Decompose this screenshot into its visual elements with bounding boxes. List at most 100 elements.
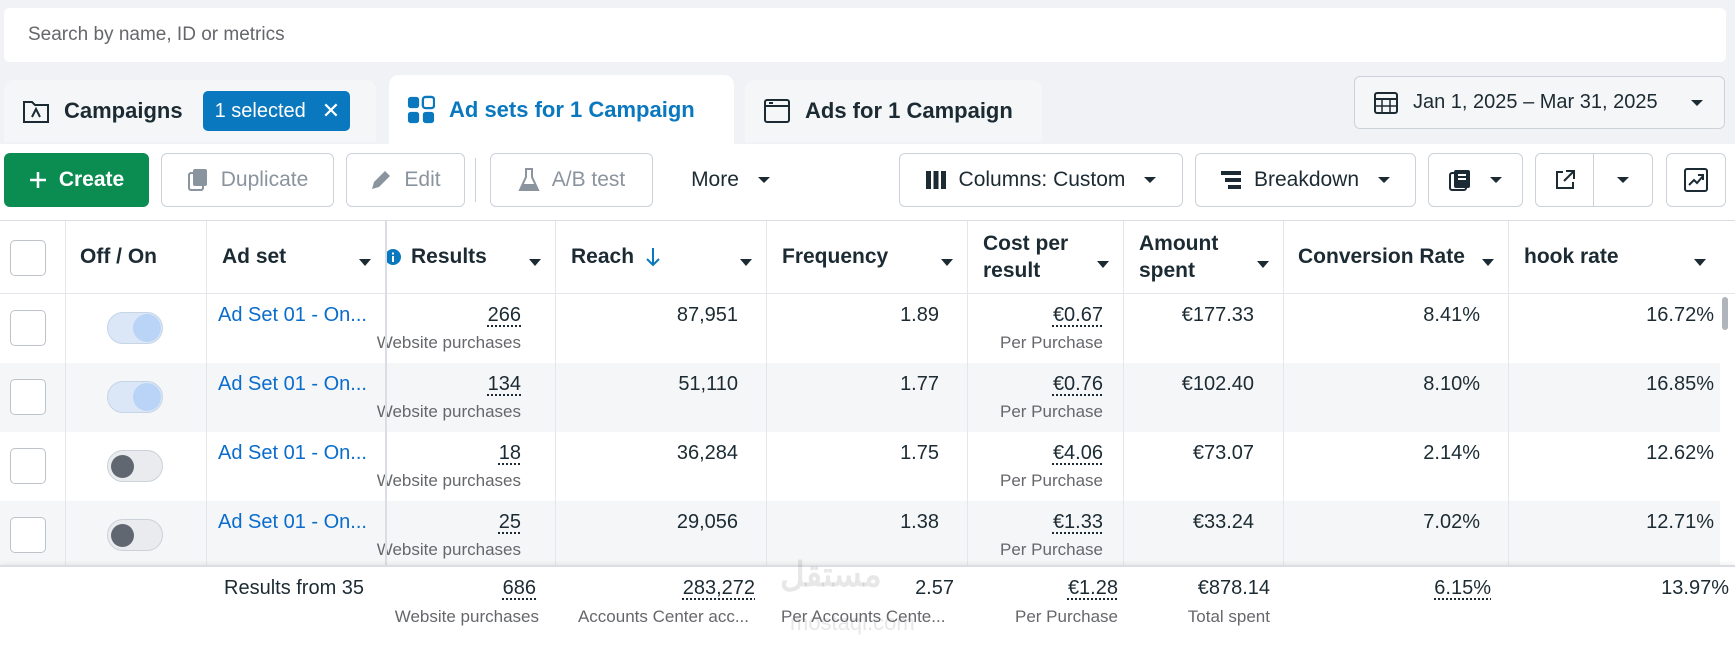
- export-icon[interactable]: [1536, 154, 1594, 206]
- chart-trend-icon: [1684, 168, 1708, 192]
- tab-campaigns[interactable]: Campaigns 1 selected ✕: [4, 80, 376, 142]
- chevron-down-icon: [1143, 176, 1157, 185]
- ab-test-button[interactable]: A/B test: [490, 153, 653, 207]
- cost-per-result-value[interactable]: €4.06: [1052, 442, 1103, 464]
- edit-button[interactable]: Edit: [346, 153, 465, 207]
- chevron-down-icon: [1690, 91, 1704, 114]
- frequency-value: 1.38: [900, 511, 939, 533]
- column-header-cost-per-result[interactable]: Cost per result: [983, 221, 1123, 293]
- adset-name-link[interactable]: Ad Set 01 - On...: [218, 442, 367, 464]
- cost-per-result-subtitle: Per Purchase: [1000, 540, 1103, 559]
- chevron-down-icon[interactable]: [740, 249, 752, 273]
- flask-icon: [518, 168, 540, 192]
- cost-per-result-value[interactable]: €1.33: [1052, 511, 1103, 533]
- date-range-label: Jan 1, 2025 – Mar 31, 2025: [1413, 91, 1658, 113]
- totals-reach[interactable]: 283,272: [682, 577, 755, 599]
- column-header-results[interactable]: Results: [385, 221, 555, 293]
- duplicate-icon: [187, 168, 209, 192]
- hook-rate-value: 12.62%: [1646, 442, 1714, 464]
- breakdown-label: Breakdown: [1253, 168, 1360, 191]
- row-toggle[interactable]: [107, 312, 163, 344]
- column-divider: [967, 221, 968, 659]
- duplicate-button[interactable]: Duplicate: [161, 153, 334, 207]
- adset-name-link[interactable]: Ad Set 01 - On...: [218, 304, 367, 326]
- column-divider: [65, 221, 66, 565]
- cost-per-result-value[interactable]: €0.67: [1052, 304, 1103, 326]
- tab-ads-label: Ads for 1 Campaign: [805, 98, 1013, 123]
- ads-window-icon: [763, 97, 791, 125]
- totals-cost-per-result[interactable]: €1.28: [1067, 577, 1118, 599]
- totals-cost-per-result-subtitle: Per Purchase: [1015, 607, 1118, 626]
- row-checkbox[interactable]: [10, 310, 46, 346]
- chevron-down-icon: [1377, 176, 1391, 185]
- chevron-down-icon[interactable]: [1594, 176, 1652, 185]
- totals-conversion-rate[interactable]: 6.15%: [1434, 577, 1491, 599]
- results-value[interactable]: 18: [498, 442, 521, 464]
- breakdown-button[interactable]: Breakdown: [1195, 153, 1416, 207]
- more-button[interactable]: More: [672, 153, 790, 207]
- vertical-scrollbar[interactable]: [1722, 297, 1728, 330]
- chevron-down-icon[interactable]: [529, 249, 541, 273]
- close-icon[interactable]: ✕: [321, 98, 341, 123]
- info-icon[interactable]: [385, 249, 401, 265]
- table-row[interactable]: Ad Set 01 - On... 18 Website purchases 3…: [0, 432, 1720, 501]
- ab-test-label: A/B test: [551, 168, 626, 191]
- search-input[interactable]: Search by name, ID or metrics: [28, 24, 285, 45]
- cost-per-result-subtitle: Per Purchase: [1000, 402, 1103, 421]
- table-row[interactable]: Ad Set 01 - On... 266 Website purchases …: [0, 294, 1720, 363]
- results-value[interactable]: 25: [498, 511, 521, 533]
- amount-spent-value: €33.24: [1192, 511, 1254, 533]
- column-header-ad-set[interactable]: Ad set: [222, 221, 385, 293]
- column-divider: [1283, 221, 1284, 659]
- plus-icon: [29, 171, 47, 189]
- column-header-amount-spent[interactable]: Amount spent: [1139, 221, 1283, 293]
- row-toggle[interactable]: [107, 519, 163, 551]
- chevron-down-icon[interactable]: [941, 249, 953, 273]
- table-row[interactable]: Ad Set 01 - On... 134 Website purchases …: [0, 363, 1720, 432]
- row-toggle[interactable]: [107, 450, 163, 482]
- sort-down-arrow-icon: [646, 247, 660, 267]
- header-divider: [0, 293, 1735, 294]
- tab-adsets[interactable]: Ad sets for 1 Campaign: [389, 75, 734, 144]
- column-header-conversion-rate[interactable]: Conversion Rate: [1298, 221, 1508, 293]
- results-value[interactable]: 266: [487, 304, 521, 326]
- select-all-checkbox[interactable]: [10, 240, 46, 276]
- chevron-down-icon[interactable]: [359, 249, 371, 273]
- row-checkbox[interactable]: [10, 379, 46, 415]
- create-button[interactable]: Create: [4, 153, 149, 207]
- adset-name-link[interactable]: Ad Set 01 - On...: [218, 373, 367, 395]
- reports-button[interactable]: [1428, 153, 1523, 207]
- charts-button[interactable]: [1666, 153, 1726, 207]
- adset-name-link[interactable]: Ad Set 01 - On...: [218, 511, 367, 533]
- row-checkbox[interactable]: [10, 448, 46, 484]
- date-range-picker[interactable]: Jan 1, 2025 – Mar 31, 2025: [1354, 76, 1725, 129]
- chevron-down-icon: [1489, 176, 1503, 185]
- column-header-frequency[interactable]: Frequency: [782, 221, 967, 293]
- column-divider: [766, 221, 767, 659]
- chevron-down-icon[interactable]: [1482, 249, 1494, 273]
- totals-reach-subtitle: Accounts Center acc...: [577, 607, 749, 626]
- export-button-group[interactable]: [1535, 153, 1653, 207]
- table-row[interactable]: Ad Set 01 - On... 25 Website purchases 2…: [0, 501, 1720, 570]
- frequency-value: 1.89: [900, 304, 939, 326]
- more-label: More: [691, 168, 739, 191]
- search-bar[interactable]: Search by name, ID or metrics: [4, 8, 1726, 62]
- row-toggle[interactable]: [107, 381, 163, 413]
- totals-results[interactable]: 686: [502, 577, 536, 599]
- breakdown-icon: [1220, 170, 1242, 190]
- tab-campaigns-label: Campaigns: [64, 98, 183, 123]
- results-subtitle: Website purchases: [376, 471, 521, 490]
- columns-button[interactable]: Columns: Custom: [899, 153, 1183, 207]
- tab-ads[interactable]: Ads for 1 Campaign: [745, 80, 1042, 142]
- chevron-down-icon[interactable]: [1257, 249, 1269, 276]
- selected-pill[interactable]: 1 selected ✕: [202, 91, 351, 131]
- row-checkbox[interactable]: [10, 517, 46, 553]
- hook-rate-value: 12.71%: [1646, 511, 1714, 533]
- cost-per-result-value[interactable]: €0.76: [1052, 373, 1103, 395]
- column-header-hook-rate[interactable]: hook rate: [1524, 221, 1720, 293]
- duplicate-label: Duplicate: [220, 168, 309, 191]
- column-header-reach[interactable]: Reach: [571, 221, 766, 293]
- chevron-down-icon[interactable]: [1097, 249, 1109, 276]
- chevron-down-icon[interactable]: [1694, 249, 1706, 273]
- results-value[interactable]: 134: [487, 373, 521, 395]
